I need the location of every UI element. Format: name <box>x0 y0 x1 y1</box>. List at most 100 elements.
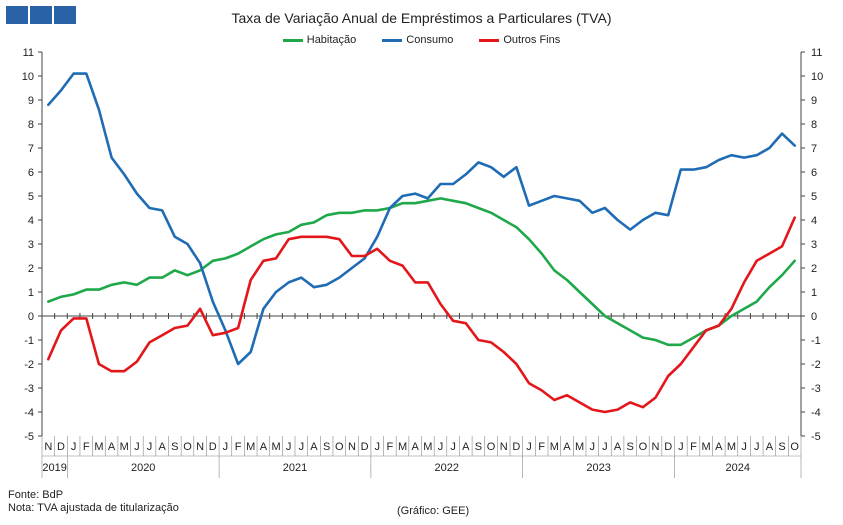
y-tick-label-right: -5 <box>811 431 821 443</box>
month-label: M <box>423 441 432 453</box>
month-label: A <box>563 441 571 453</box>
month-label: F <box>235 441 242 453</box>
y-tick-label-left: 4 <box>28 215 34 227</box>
legend-swatch <box>282 38 303 42</box>
month-label: M <box>398 441 407 453</box>
y-tick-label-right: 2 <box>811 263 817 275</box>
month-label: J <box>71 441 77 453</box>
y-tick-label-left: 11 <box>23 47 34 59</box>
logo-block <box>30 6 52 24</box>
month-label: D <box>664 441 672 453</box>
month-label: M <box>94 441 103 453</box>
source-note: Fonte: BdP <box>8 489 64 501</box>
month-label: J <box>602 441 608 453</box>
month-label: J <box>223 441 229 453</box>
legend-label: Outros Fins <box>503 34 561 46</box>
month-label: M <box>120 441 129 453</box>
month-label: F <box>387 441 394 453</box>
month-label: N <box>196 441 204 453</box>
y-tick-label-left: 1 <box>28 287 34 299</box>
chart-credit: (Gráfico: GEE) <box>397 505 470 517</box>
gee-logo <box>6 6 76 24</box>
month-label: A <box>614 441 622 453</box>
y-tick-label-right: 4 <box>811 215 817 227</box>
month-label: J <box>438 441 444 453</box>
month-label: O <box>487 441 496 453</box>
month-label: M <box>246 441 255 453</box>
y-tick-label-right: 3 <box>811 239 817 251</box>
y-tick-label-left: 10 <box>22 71 34 83</box>
month-label: J <box>526 441 532 453</box>
legend-item-habitacao: Habitação <box>282 34 357 46</box>
y-tick-label-right: -1 <box>811 335 821 347</box>
month-label: D <box>361 441 369 453</box>
month-label: O <box>790 441 799 453</box>
y-tick-label-right: -2 <box>811 359 821 371</box>
y-tick-label-left: -5 <box>24 431 34 443</box>
series-line-habita-o <box>46 197 797 347</box>
month-label: J <box>374 441 380 453</box>
year-label: 2024 <box>726 462 750 474</box>
y-tick-label-left: 5 <box>28 191 34 203</box>
month-label: J <box>134 441 140 453</box>
year-label: 2020 <box>131 462 155 474</box>
y-tick-label-right: 0 <box>811 311 817 323</box>
month-label: A <box>766 441 774 453</box>
y-tick-label-right: 5 <box>811 191 817 203</box>
month-label: S <box>778 441 785 453</box>
month-label: M <box>575 441 584 453</box>
y-tick-label-left: 7 <box>28 143 34 155</box>
month-label: A <box>412 441 420 453</box>
y-tick-label-left: -4 <box>24 407 34 419</box>
legend-label: Habitação <box>306 34 357 46</box>
month-label: D <box>57 441 65 453</box>
month-label: M <box>550 441 559 453</box>
y-tick-label-left: 0 <box>28 311 34 323</box>
month-label: S <box>171 441 178 453</box>
year-label: 2021 <box>283 462 307 474</box>
month-label: S <box>627 441 634 453</box>
month-label: M <box>702 441 711 453</box>
month-label: D <box>209 441 217 453</box>
y-tick-label-right: 11 <box>811 47 822 59</box>
series-line-outros-fins <box>46 216 797 414</box>
month-label: A <box>715 441 723 453</box>
y-tick-label-left: 6 <box>28 167 34 179</box>
month-label: A <box>159 441 167 453</box>
y-tick-label-right: 10 <box>811 71 823 83</box>
month-label: J <box>147 441 153 453</box>
month-label: D <box>512 441 520 453</box>
month-label: J <box>286 441 292 453</box>
month-label: A <box>310 441 318 453</box>
month-label: O <box>335 441 344 453</box>
legend-item-consumo: Consumo <box>382 34 453 46</box>
month-label: J <box>299 441 305 453</box>
y-tick-label-right: 1 <box>811 287 817 299</box>
month-label: N <box>44 441 52 453</box>
footnote: Nota: TVA ajustada de titularização <box>8 502 179 514</box>
year-label: 2022 <box>435 462 459 474</box>
y-tick-label-right: -4 <box>811 407 821 419</box>
y-tick-label-right: 7 <box>811 143 817 155</box>
logo-block <box>54 6 76 24</box>
y-tick-label-left: -1 <box>24 335 34 347</box>
month-label: J <box>450 441 456 453</box>
month-label: N <box>500 441 508 453</box>
series-line-consumo <box>46 72 797 366</box>
month-label: J <box>754 441 760 453</box>
y-tick-label-left: 2 <box>28 263 34 275</box>
month-label: F <box>538 441 545 453</box>
y-tick-label-left: 8 <box>28 119 34 131</box>
month-label: S <box>475 441 482 453</box>
month-label: A <box>462 441 470 453</box>
month-label: J <box>678 441 684 453</box>
month-label: J <box>741 441 747 453</box>
month-label: N <box>652 441 660 453</box>
y-tick-label-left: 3 <box>28 239 34 251</box>
month-label: O <box>639 441 648 453</box>
month-label: S <box>323 441 330 453</box>
y-tick-label-left: 9 <box>28 95 34 107</box>
y-tick-label-left: -2 <box>24 359 34 371</box>
legend-item-outros-fins: Outros Fins <box>479 34 560 46</box>
